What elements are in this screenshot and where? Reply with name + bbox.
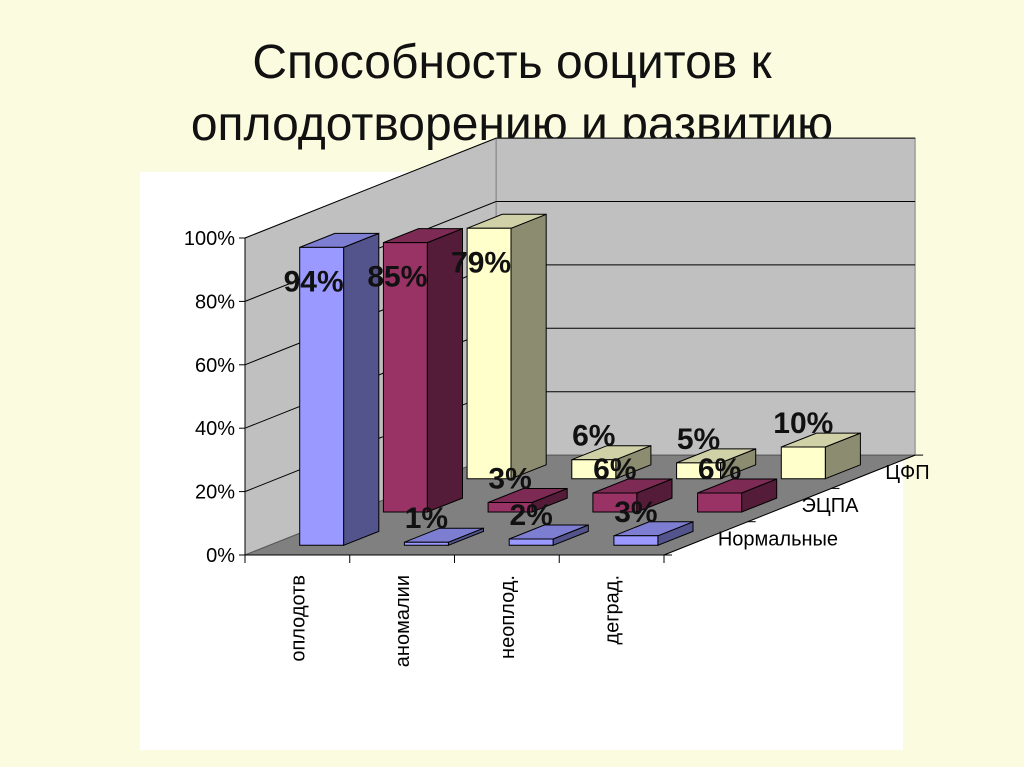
data-label: 79%: [451, 246, 511, 279]
title-line-1: Способность ооцитов к: [252, 36, 772, 89]
data-label: 85%: [367, 261, 427, 294]
x-tick-label: деград.: [602, 575, 624, 645]
bar: [613, 521, 694, 547]
series-label: ЭЦПА: [802, 495, 860, 517]
bar-front: [780, 446, 826, 480]
y-tick-label: 100%: [184, 228, 235, 250]
data-label: 6%: [698, 453, 741, 486]
bar: [466, 213, 547, 480]
series-label: Нормальные: [718, 528, 838, 550]
slide-title: Способность ооцитов к оплодотворению и р…: [0, 32, 1024, 156]
bar-front: [592, 492, 638, 513]
depth-axis: [663, 454, 916, 556]
bar-front: [508, 538, 554, 546]
x-tick-label: аномалии: [392, 575, 414, 667]
bar-front: [676, 462, 721, 480]
data-label: 6%: [572, 420, 615, 453]
data-label: 1%: [405, 502, 448, 535]
data-label: 94%: [284, 265, 344, 298]
back-wall: [495, 137, 916, 456]
y-tick-label: 60%: [195, 355, 235, 377]
data-label: 10%: [773, 407, 833, 440]
bar: [508, 524, 589, 547]
y-tick-label: 40%: [195, 418, 235, 440]
bar: [592, 478, 673, 513]
bar-front: [299, 246, 345, 546]
series-label: ЦФП: [885, 462, 929, 484]
bar-front: [382, 242, 428, 513]
data-label: 2%: [509, 499, 552, 532]
bar-side: [510, 213, 547, 480]
bar-front: [571, 459, 617, 480]
x-tick-label: неоплод.: [497, 575, 519, 659]
bar-front: [487, 502, 533, 513]
bar: [299, 232, 380, 547]
y-tick-label: 80%: [195, 291, 235, 313]
y-tick-label: 0%: [206, 545, 235, 567]
bar-front: [466, 227, 512, 480]
data-label: 6%: [593, 453, 636, 486]
data-label: 5%: [677, 423, 720, 456]
bar: [403, 527, 484, 547]
bar: [487, 487, 568, 513]
bar: [780, 432, 861, 480]
data-label: 3%: [488, 463, 531, 496]
bar-front: [403, 541, 449, 546]
data-label: 3%: [614, 496, 657, 529]
bar-front: [697, 492, 743, 513]
x-tick-label: оплодотв: [287, 575, 309, 662]
y-tick-label: 20%: [195, 482, 235, 504]
gridline: [244, 137, 916, 239]
bar: [382, 227, 463, 513]
bar: [676, 448, 757, 480]
bar-front: [613, 535, 659, 546]
bar: [697, 478, 778, 513]
bar: [571, 444, 652, 480]
